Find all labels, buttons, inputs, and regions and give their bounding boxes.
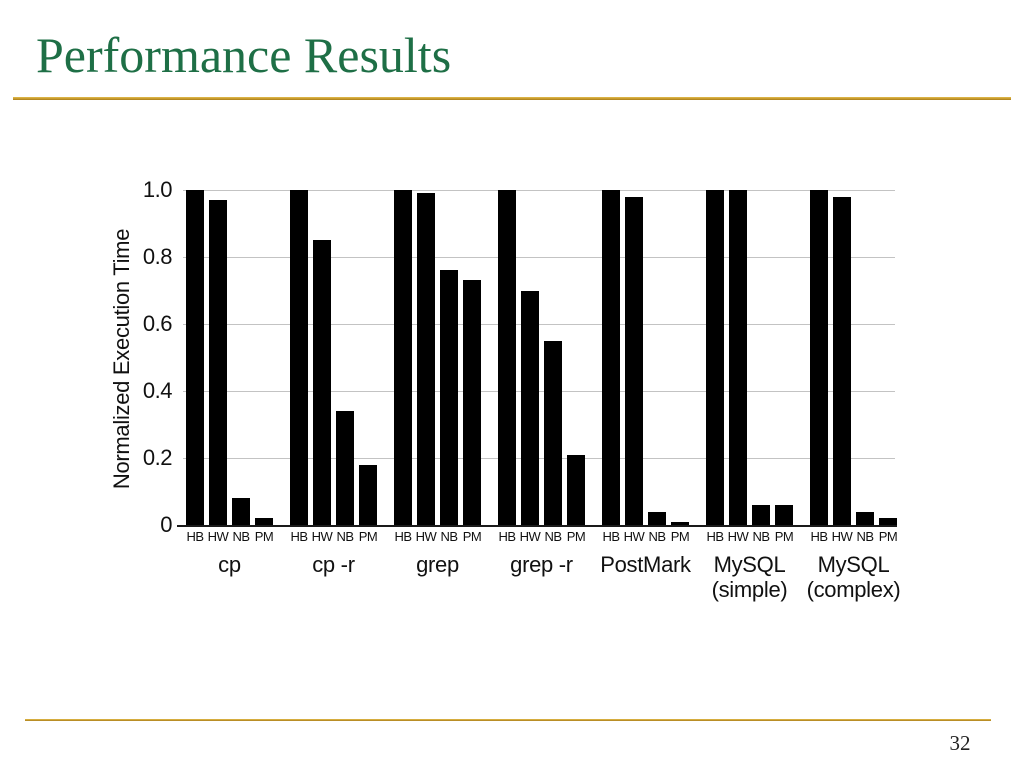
category-label: MySQL (simple) bbox=[685, 552, 815, 602]
category-label: grep -r bbox=[477, 552, 607, 577]
bar-label: NB bbox=[856, 529, 874, 544]
bar-label: PM bbox=[254, 529, 274, 544]
gridline bbox=[183, 458, 895, 459]
bar-hb-mysql-simple- bbox=[706, 190, 724, 525]
x-axis-baseline bbox=[177, 525, 897, 527]
bar-hb-mysql-complex- bbox=[810, 190, 828, 525]
category-label: MySQL (complex) bbox=[789, 552, 919, 602]
bar-nb-grep bbox=[440, 270, 458, 525]
bar-label: HB bbox=[810, 529, 828, 544]
category-label: grep bbox=[373, 552, 503, 577]
bar-hw-cp bbox=[209, 200, 227, 525]
bar-nb-cp-r bbox=[336, 411, 354, 525]
footer-divider-rule bbox=[25, 719, 991, 721]
bar-hb-postmark bbox=[602, 190, 620, 525]
bar-label: HB bbox=[394, 529, 412, 544]
category-label-line: PostMark bbox=[600, 552, 691, 577]
bar-nb-mysql-complex- bbox=[856, 512, 874, 525]
title-divider-rule bbox=[13, 97, 1011, 100]
bar-label: NB bbox=[440, 529, 458, 544]
bar-label: PM bbox=[774, 529, 794, 544]
category-label-line: grep -r bbox=[510, 552, 573, 577]
bar-label: PM bbox=[462, 529, 482, 544]
bar-label: PM bbox=[566, 529, 586, 544]
bar-pm-mysql-simple- bbox=[775, 505, 793, 525]
y-tick-label: 0.4 bbox=[142, 378, 173, 403]
bar-label: HB bbox=[498, 529, 516, 544]
category-label-line: (complex) bbox=[806, 577, 901, 602]
y-tick-label: 1.0 bbox=[142, 177, 173, 202]
bar-label: HW bbox=[415, 529, 437, 544]
bar-label: NB bbox=[752, 529, 770, 544]
y-tick-label: 0 bbox=[160, 512, 172, 537]
bar-label: HB bbox=[706, 529, 724, 544]
bar-label: NB bbox=[336, 529, 354, 544]
bar-nb-cp bbox=[232, 498, 250, 525]
bar-label: PM bbox=[878, 529, 898, 544]
category-label-line: MySQL bbox=[713, 552, 786, 577]
bar-hb-cp bbox=[186, 190, 204, 525]
bar-label: HB bbox=[602, 529, 620, 544]
bar-hw-grep-r bbox=[521, 291, 539, 525]
y-tick-label: 0.8 bbox=[142, 244, 173, 269]
bar-pm-cp-r bbox=[359, 465, 377, 525]
bar-nb-grep-r bbox=[544, 341, 562, 525]
bar-hb-cp-r bbox=[290, 190, 308, 525]
bar-label: NB bbox=[544, 529, 562, 544]
bar-label: NB bbox=[648, 529, 666, 544]
gridline bbox=[183, 391, 895, 392]
bar-label: PM bbox=[670, 529, 690, 544]
gridline bbox=[183, 190, 895, 191]
bar-label: NB bbox=[232, 529, 250, 544]
bar-hb-grep-r bbox=[498, 190, 516, 525]
bar-pm-cp bbox=[255, 518, 273, 525]
category-label-line: (simple) bbox=[711, 577, 788, 602]
bar-hw-grep bbox=[417, 193, 435, 525]
bar-label: HB bbox=[186, 529, 204, 544]
category-label-line: grep bbox=[416, 552, 459, 577]
bar-label: HB bbox=[290, 529, 308, 544]
bar-hw-postmark bbox=[625, 197, 643, 525]
category-label-line: MySQL bbox=[817, 552, 890, 577]
gridline bbox=[183, 324, 895, 325]
y-tick-label: 0.2 bbox=[142, 445, 173, 470]
category-label: cp bbox=[165, 552, 295, 577]
bar-label: HW bbox=[727, 529, 749, 544]
category-label-line: cp -r bbox=[312, 552, 355, 577]
category-label-line: cp bbox=[218, 552, 241, 577]
bar-pm-mysql-complex- bbox=[879, 518, 897, 525]
bar-pm-grep bbox=[463, 280, 481, 525]
bar-nb-postmark bbox=[648, 512, 666, 525]
plot-area bbox=[183, 190, 897, 525]
bar-pm-postmark bbox=[671, 522, 689, 525]
y-tick-label: 0.6 bbox=[142, 311, 173, 336]
bar-nb-mysql-simple- bbox=[752, 505, 770, 525]
gridline bbox=[183, 257, 895, 258]
bar-label: HW bbox=[519, 529, 541, 544]
bar-hw-cp-r bbox=[313, 240, 331, 525]
bar-label: PM bbox=[358, 529, 378, 544]
bar-hw-mysql-simple- bbox=[729, 190, 747, 525]
bar-hb-grep bbox=[394, 190, 412, 525]
category-label: cp -r bbox=[269, 552, 399, 577]
bar-label: HW bbox=[207, 529, 229, 544]
bar-label: HW bbox=[831, 529, 853, 544]
bar-label: HW bbox=[311, 529, 333, 544]
slide-title: Performance Results bbox=[36, 27, 452, 83]
bar-label: HW bbox=[623, 529, 645, 544]
page-number: 32 bbox=[949, 731, 971, 755]
bar-pm-grep-r bbox=[567, 455, 585, 525]
bar-hw-mysql-complex- bbox=[833, 197, 851, 525]
category-label: PostMark bbox=[581, 552, 711, 577]
